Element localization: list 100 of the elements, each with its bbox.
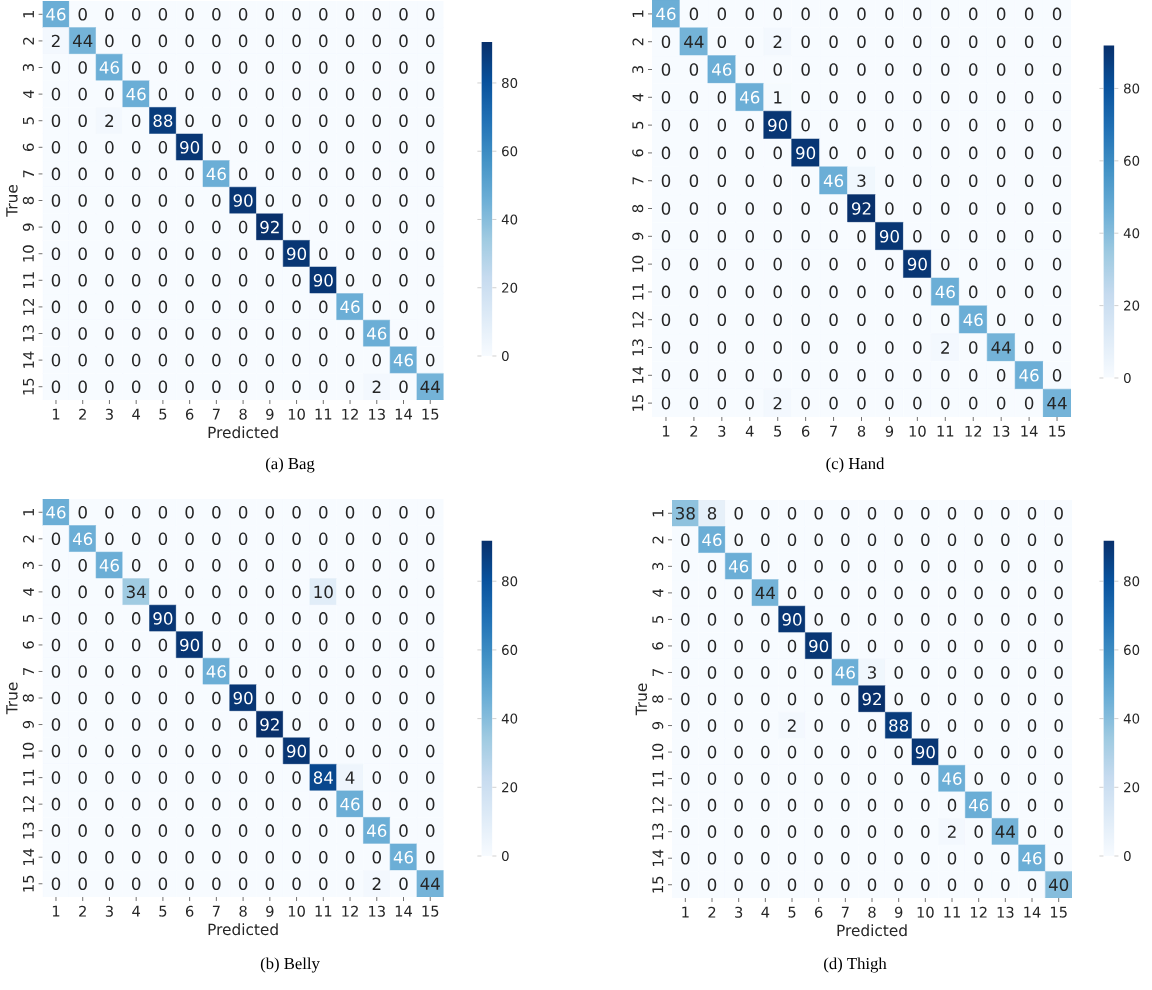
- data-label: 0: [745, 118, 754, 132]
- data-label: 0: [894, 533, 903, 547]
- data-label: 0: [761, 692, 770, 706]
- data-label: 0: [857, 35, 866, 49]
- data-label: 0: [941, 35, 950, 49]
- data-label: 92: [260, 220, 279, 234]
- data-label: 0: [801, 341, 810, 354]
- data-label: 0: [238, 665, 248, 678]
- data-label: 0: [426, 274, 435, 287]
- data-label: 0: [885, 341, 894, 354]
- data-label: 0: [319, 300, 328, 314]
- data-label: 0: [292, 691, 301, 705]
- data-label: 0: [292, 665, 301, 678]
- data-label: 0: [707, 772, 717, 785]
- y-tick-label: 12: [23, 796, 34, 812]
- data-label: 0: [319, 797, 328, 811]
- data-label: 0: [265, 380, 275, 394]
- data-label: 0: [913, 35, 922, 49]
- y-tick-label: 5: [23, 615, 34, 622]
- y-tick-label: 15: [23, 378, 34, 395]
- data-label: 0: [787, 878, 797, 892]
- data-label: 0: [238, 850, 248, 864]
- data-label: 0: [913, 230, 922, 243]
- data-label: 0: [292, 380, 301, 394]
- data-label: 0: [399, 34, 408, 48]
- data-label: 0: [717, 146, 727, 160]
- data-label: 90: [796, 146, 816, 160]
- data-label: 0: [894, 878, 903, 892]
- data-label: 0: [265, 141, 275, 154]
- data-label: 46: [728, 560, 749, 573]
- data-label: 0: [372, 585, 381, 599]
- data-label: 0: [1027, 692, 1037, 706]
- data-label: 0: [717, 313, 727, 327]
- data-label: 0: [1054, 719, 1063, 732]
- data-label: 0: [857, 146, 866, 160]
- data-label: 0: [426, 247, 435, 261]
- data-label: 0: [78, 300, 87, 314]
- data-label: 0: [265, 824, 275, 837]
- data-label: 0: [292, 8, 301, 21]
- data-label: 0: [717, 230, 727, 243]
- data-label: 0: [1001, 506, 1010, 520]
- data-label: 0: [913, 146, 922, 160]
- data-label: 0: [131, 114, 141, 128]
- y-tick-label: 15: [652, 876, 664, 893]
- data-label: 0: [996, 396, 1006, 410]
- data-label: 0: [1024, 174, 1034, 188]
- color-bar-label: 0: [501, 350, 509, 362]
- data-label: 90: [180, 638, 200, 652]
- data-label: 0: [345, 8, 355, 21]
- data-label: 0: [707, 692, 717, 706]
- data-label: 0: [105, 353, 114, 367]
- data-label: 0: [745, 313, 754, 327]
- data-label: 0: [773, 230, 782, 243]
- data-label: 0: [105, 638, 114, 652]
- color-bar-label: 80: [1124, 83, 1140, 94]
- data-label: 0: [1024, 396, 1034, 410]
- data-label: 0: [265, 532, 275, 546]
- data-label: 0: [238, 34, 248, 48]
- data-label: 0: [913, 341, 922, 354]
- data-label: 0: [319, 612, 328, 625]
- y-tick-label: 8: [632, 204, 644, 213]
- y-tick-label: 4: [652, 589, 664, 597]
- data-label: 0: [913, 91, 922, 104]
- data-label: 0: [158, 167, 168, 181]
- data-label: 0: [265, 300, 275, 314]
- data-label: 3: [867, 666, 876, 679]
- data-label: 0: [238, 638, 248, 652]
- data-label: 0: [78, 353, 87, 367]
- data-label: 46: [46, 505, 66, 519]
- data-label: 0: [426, 220, 435, 234]
- data-label: 0: [913, 396, 922, 410]
- data-label: 0: [131, 718, 141, 731]
- data-label: 0: [681, 692, 690, 706]
- data-label: 0: [894, 851, 903, 865]
- data-label: 0: [319, 718, 328, 731]
- data-label: 0: [426, 771, 435, 784]
- y-tick-label: 10: [652, 743, 664, 760]
- data-label: 0: [894, 639, 903, 653]
- data-label: 46: [46, 8, 66, 21]
- data-label: 0: [131, 877, 141, 891]
- data-label: 0: [801, 257, 810, 271]
- y-tick-label: 13: [632, 339, 644, 356]
- data-label: 0: [787, 666, 797, 679]
- x-tick-label: 10: [288, 905, 305, 917]
- data-label: 46: [823, 174, 844, 188]
- data-label: 0: [131, 247, 141, 261]
- data-label: 0: [426, 194, 435, 207]
- data-label: 0: [345, 665, 355, 678]
- data-label: 0: [399, 194, 408, 207]
- data-label: 0: [1052, 146, 1062, 160]
- data-label: 0: [689, 396, 699, 410]
- data-label: 0: [131, 34, 141, 48]
- data-label: 0: [292, 220, 301, 234]
- data-label: 0: [319, 744, 328, 758]
- data-label: 0: [131, 532, 141, 546]
- data-label: 0: [661, 341, 671, 354]
- data-label: 0: [105, 327, 114, 340]
- data-label: 0: [212, 824, 221, 837]
- data-label: 2: [941, 341, 949, 354]
- data-label: 0: [867, 772, 877, 785]
